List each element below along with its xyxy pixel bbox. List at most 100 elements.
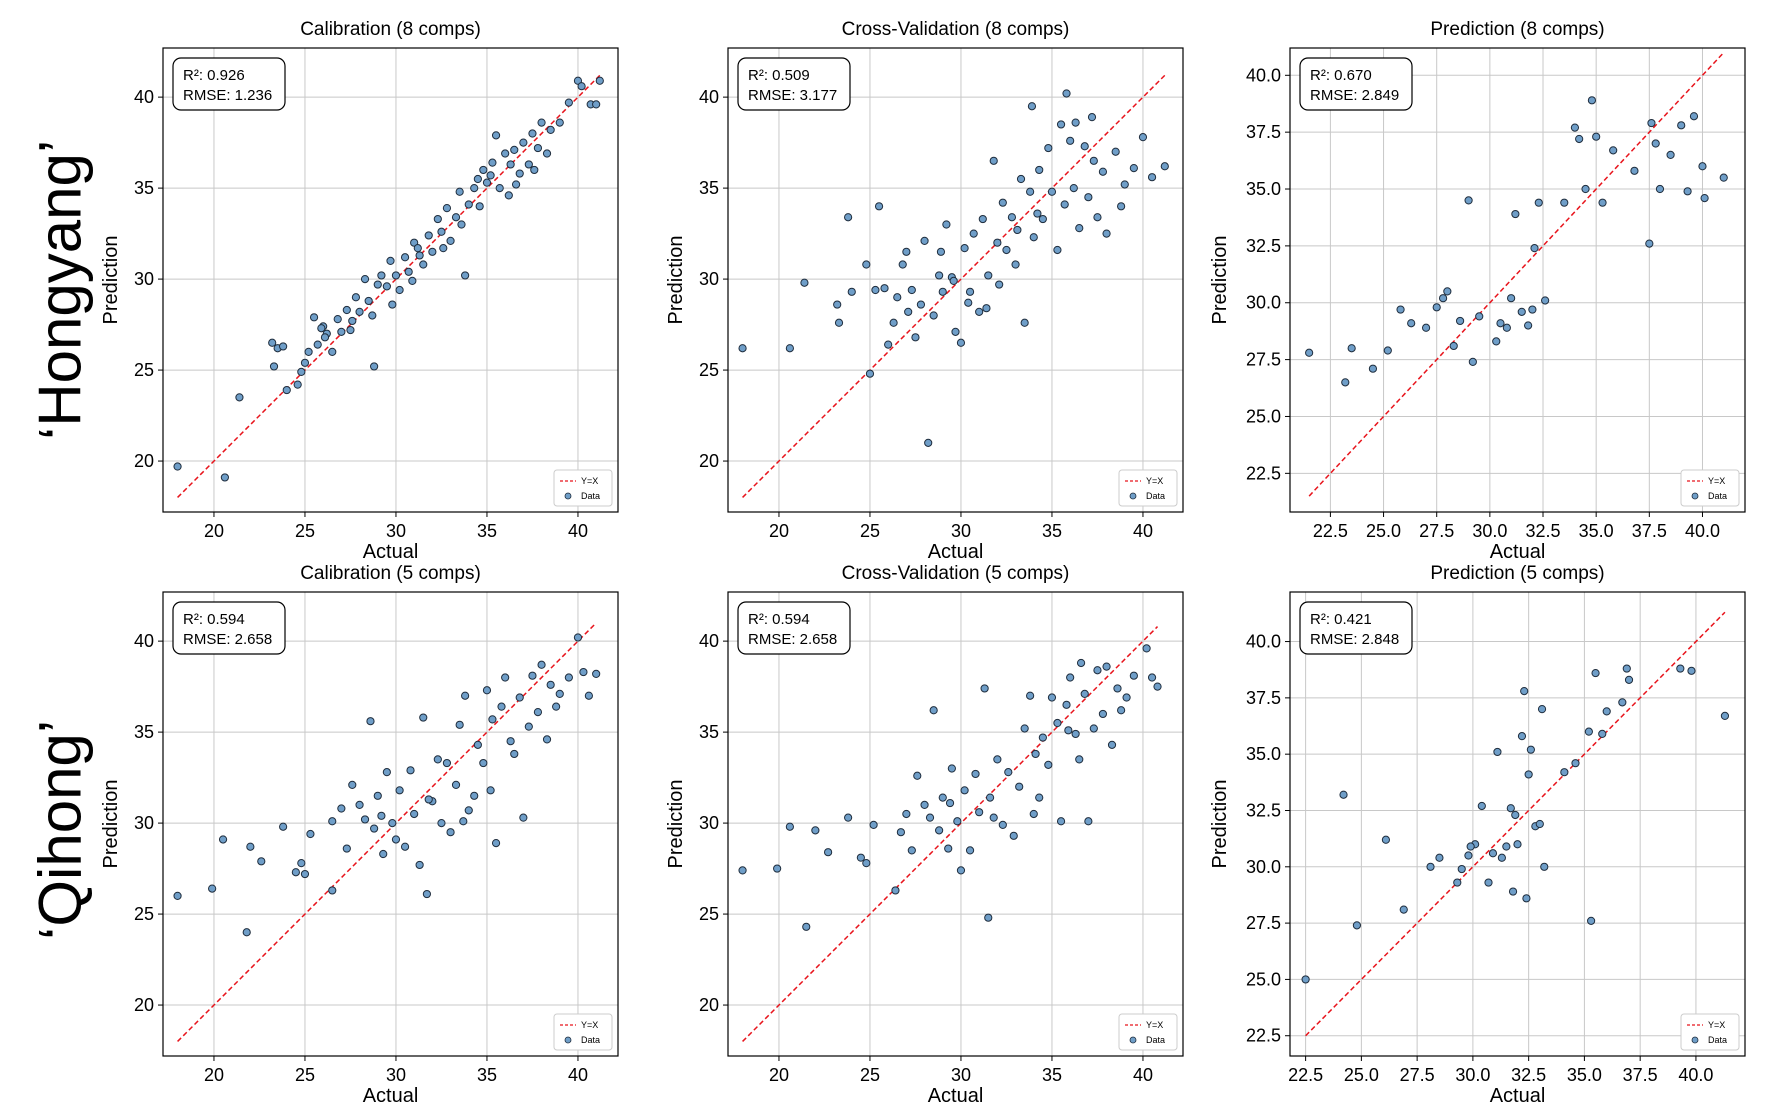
data-point — [360, 274, 370, 284]
x-tick-label: 30 — [386, 521, 406, 541]
data-point — [862, 260, 871, 269]
identity-line — [1305, 611, 1726, 1037]
data-point — [1575, 134, 1584, 144]
data-point — [1080, 142, 1089, 151]
data-point — [592, 669, 601, 678]
legend-point-label: Data — [581, 1035, 600, 1045]
x-axis-label: Actual — [363, 541, 419, 563]
data-point — [1383, 346, 1392, 355]
r2-readout: R²: 0.594 — [183, 611, 245, 628]
x-tick-label: 32.5 — [1511, 1065, 1546, 1085]
data-point — [844, 213, 853, 222]
y-axis-label: Prediction — [1209, 236, 1231, 325]
legend-point-swatch — [564, 492, 572, 500]
y-tick-label: 27.5 — [1246, 913, 1281, 933]
data-point — [785, 822, 794, 831]
data-point — [413, 244, 422, 253]
data-point — [1076, 658, 1086, 668]
data-point — [246, 842, 255, 851]
data-point — [913, 771, 922, 780]
data-point — [1592, 132, 1601, 141]
data-point — [1117, 706, 1126, 715]
data-point — [960, 786, 969, 795]
data-point — [1622, 664, 1631, 673]
data-point — [944, 844, 953, 853]
data-point — [584, 691, 593, 700]
data-point — [985, 793, 995, 802]
data-point — [874, 202, 884, 211]
data-point — [360, 815, 370, 824]
data-point — [1560, 768, 1569, 777]
data-point — [564, 98, 573, 107]
rmse-readout: RMSE: 2.658 — [183, 631, 272, 648]
data-point — [300, 869, 310, 879]
y-tick-label: 22.5 — [1246, 463, 1281, 483]
x-axis-label: Actual — [928, 541, 984, 563]
chart-title: Cross-Validation (8 comps) — [842, 19, 1070, 40]
data-point — [1560, 198, 1569, 207]
y-tick-label: 25 — [134, 360, 154, 380]
data-point — [833, 300, 842, 309]
data-point — [1493, 747, 1502, 757]
data-point — [1075, 755, 1084, 764]
data-point — [1089, 724, 1098, 733]
data-point — [1347, 344, 1356, 353]
data-point — [1089, 156, 1098, 165]
y-tick-label: 37.5 — [1246, 688, 1281, 708]
data-point — [1056, 817, 1066, 826]
chart-title: Prediction (5 comps) — [1430, 563, 1604, 584]
identity-line — [742, 74, 1166, 498]
data-point — [306, 829, 315, 839]
data-point — [279, 342, 288, 351]
x-tick-label: 30 — [951, 1065, 971, 1085]
data-point — [920, 236, 929, 245]
data-point — [925, 813, 935, 822]
x-tick-label: 20 — [204, 1065, 224, 1085]
data-point — [433, 214, 442, 224]
data-point — [297, 859, 306, 868]
data-point — [235, 393, 244, 402]
plot-frame — [162, 591, 619, 1057]
data-point — [1484, 878, 1493, 887]
data-point — [893, 293, 902, 302]
data-point — [428, 247, 437, 256]
data-point — [1687, 666, 1696, 675]
x-tick-label: 37.5 — [1623, 1065, 1658, 1085]
data-point — [1031, 749, 1040, 759]
y-tick-label: 25.0 — [1246, 969, 1281, 989]
legend-line-label: Y=X — [581, 476, 598, 486]
data-point — [542, 735, 552, 744]
data-point — [945, 798, 955, 808]
data-point — [464, 806, 473, 815]
rmse-readout: RMSE: 1.236 — [183, 87, 272, 104]
data-point — [573, 633, 583, 642]
data-point — [773, 864, 782, 873]
data-point — [173, 891, 182, 900]
data-point — [373, 791, 382, 800]
data-point — [446, 828, 455, 837]
data-point — [555, 689, 564, 698]
data-point — [924, 438, 933, 447]
data-point — [282, 385, 291, 395]
data-point — [506, 737, 515, 746]
data-point — [1007, 213, 1017, 222]
x-tick-label: 40 — [568, 1065, 588, 1085]
data-point — [1587, 916, 1596, 925]
data-point — [208, 884, 217, 893]
data-point — [355, 307, 364, 316]
data-point — [1053, 718, 1062, 728]
y-axis-label: Prediction — [100, 780, 122, 869]
data-point — [300, 358, 310, 367]
data-point — [1492, 337, 1501, 346]
data-point — [328, 347, 337, 356]
x-tick-label: 35.0 — [1567, 1065, 1602, 1085]
data-point — [1138, 133, 1148, 142]
x-tick-label: 27.5 — [1419, 521, 1454, 541]
data-point — [304, 347, 313, 356]
data-point — [1396, 305, 1405, 314]
data-point — [998, 820, 1007, 830]
data-point — [1107, 740, 1117, 749]
data-point — [982, 304, 991, 313]
data-point — [391, 271, 401, 280]
data-point — [1511, 209, 1520, 219]
